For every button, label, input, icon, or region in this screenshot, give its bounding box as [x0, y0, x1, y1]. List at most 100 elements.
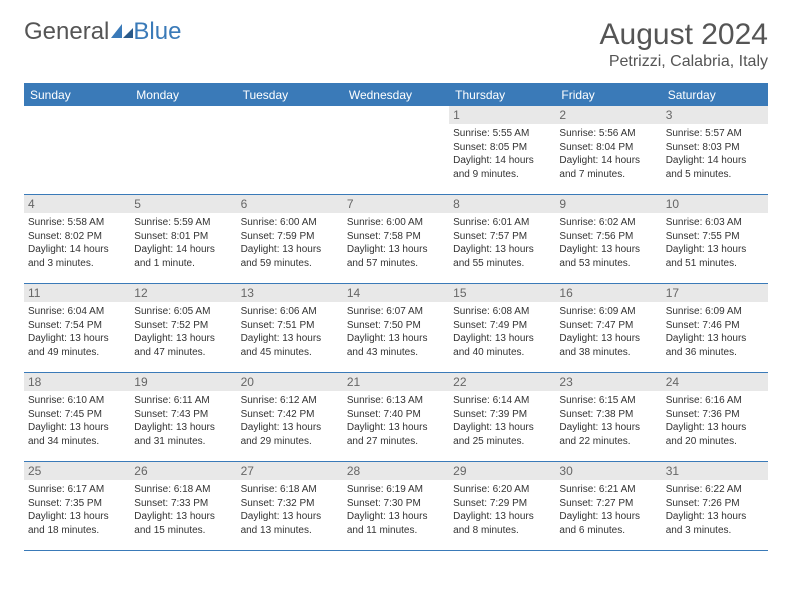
day-cell: 3 Sunrise: 5:57 AMSunset: 8:03 PMDaylight…: [662, 106, 768, 194]
day-details: Sunrise: 5:58 AMSunset: 8:02 PMDaylight:…: [28, 216, 126, 270]
day-number: 1: [449, 106, 555, 124]
day-cell: 30Sunrise: 6:21 AMSunset: 7:27 PMDayligh…: [555, 462, 661, 550]
title-block: August 2024 Petrizzi, Calabria, Italy: [600, 18, 768, 71]
day-cell: 19Sunrise: 6:11 AMSunset: 7:43 PMDayligh…: [130, 373, 236, 461]
day-details: Sunrise: 6:22 AMSunset: 7:26 PMDaylight:…: [666, 483, 764, 537]
day-details: Sunrise: 6:20 AMSunset: 7:29 PMDaylight:…: [453, 483, 551, 537]
day-cell: 31 Sunrise: 6:22 AMSunset: 7:26 PMDayligh…: [662, 462, 768, 550]
week-row: 25 Sunrise: 6:17 AMSunset: 7:35 PMDayligh…: [24, 462, 768, 551]
day-number: 16: [555, 284, 661, 302]
day-number: 31: [662, 462, 768, 480]
day-number: 15: [449, 284, 555, 302]
day-cell: 21 Sunrise: 6:13 AMSunset: 7:40 PMDayligh…: [343, 373, 449, 461]
day-number: 4: [24, 195, 130, 213]
calendar-grid: SundayMondayTuesdayWednesdayThursdayFrid…: [24, 83, 768, 551]
day-details: Sunrise: 6:04 AMSunset: 7:54 PMDaylight:…: [28, 305, 126, 359]
day-cell: 12 Sunrise: 6:05 AMSunset: 7:52 PMDayligh…: [130, 284, 236, 372]
day-cell: 29 Sunrise: 6:20 AMSunset: 7:29 PMDayligh…: [449, 462, 555, 550]
day-cell: 9 Sunrise: 6:02 AMSunset: 7:56 PMDaylight…: [555, 195, 661, 283]
day-cell: 5 Sunrise: 5:59 AMSunset: 8:01 PMDaylight…: [130, 195, 236, 283]
day-cell: [24, 106, 130, 194]
day-cell: 8Sunrise: 6:01 AMSunset: 7:57 PMDaylight…: [449, 195, 555, 283]
day-cell: 26Sunrise: 6:18 AMSunset: 7:33 PMDayligh…: [130, 462, 236, 550]
day-cell: 14Sunrise: 6:07 AMSunset: 7:50 PMDayligh…: [343, 284, 449, 372]
brand-text-general: General: [24, 18, 109, 46]
day-details: Sunrise: 6:09 AMSunset: 7:46 PMDaylight:…: [666, 305, 764, 359]
day-number: [237, 106, 343, 124]
day-number: 9: [555, 195, 661, 213]
day-number: 3: [662, 106, 768, 124]
day-cell: 18Sunrise: 6:10 AMSunset: 7:45 PMDayligh…: [24, 373, 130, 461]
day-cell: [343, 106, 449, 194]
day-number: 6: [237, 195, 343, 213]
day-cell: 2Sunrise: 5:56 AMSunset: 8:04 PMDaylight…: [555, 106, 661, 194]
day-number: 2: [555, 106, 661, 124]
page-header: General Blue August 2024 Petrizzi, Calab…: [0, 0, 792, 79]
day-number: 27: [237, 462, 343, 480]
day-details: Sunrise: 6:00 AMSunset: 7:59 PMDaylight:…: [241, 216, 339, 270]
day-number: 28: [343, 462, 449, 480]
day-cell: 13 Sunrise: 6:06 AMSunset: 7:51 PMDayligh…: [237, 284, 343, 372]
day-number: 17: [662, 284, 768, 302]
day-number: 7: [343, 195, 449, 213]
day-cell: 10Sunrise: 6:03 AMSunset: 7:55 PMDayligh…: [662, 195, 768, 283]
day-details: Sunrise: 5:59 AMSunset: 8:01 PMDaylight:…: [134, 216, 232, 270]
brand-text-blue: Blue: [133, 18, 181, 46]
day-number: [24, 106, 130, 124]
day-details: Sunrise: 6:12 AMSunset: 7:42 PMDaylight:…: [241, 394, 339, 448]
week-row: 11Sunrise: 6:04 AMSunset: 7:54 PMDayligh…: [24, 284, 768, 373]
day-number: 12: [130, 284, 236, 302]
day-cell: 7Sunrise: 6:00 AMSunset: 7:58 PMDaylight…: [343, 195, 449, 283]
day-header-monday: Monday: [130, 84, 236, 106]
week-row: 4 Sunrise: 5:58 AMSunset: 8:02 PMDaylight…: [24, 195, 768, 284]
day-details: Sunrise: 6:17 AMSunset: 7:35 PMDaylight:…: [28, 483, 126, 537]
day-details: Sunrise: 6:10 AMSunset: 7:45 PMDaylight:…: [28, 394, 126, 448]
day-details: Sunrise: 6:14 AMSunset: 7:39 PMDaylight:…: [453, 394, 551, 448]
week-row: 18Sunrise: 6:10 AMSunset: 7:45 PMDayligh…: [24, 373, 768, 462]
day-cell: 25 Sunrise: 6:17 AMSunset: 7:35 PMDayligh…: [24, 462, 130, 550]
day-number: 19: [130, 373, 236, 391]
day-cell: 23Sunrise: 6:15 AMSunset: 7:38 PMDayligh…: [555, 373, 661, 461]
week-row: 1Sunrise: 5:55 AMSunset: 8:05 PMDaylight…: [24, 106, 768, 195]
day-details: Sunrise: 6:19 AMSunset: 7:30 PMDaylight:…: [347, 483, 445, 537]
day-number: 8: [449, 195, 555, 213]
day-details: Sunrise: 6:13 AMSunset: 7:40 PMDaylight:…: [347, 394, 445, 448]
day-header-thursday: Thursday: [449, 84, 555, 106]
day-header-tuesday: Tuesday: [237, 84, 343, 106]
day-cell: [237, 106, 343, 194]
day-details: Sunrise: 6:02 AMSunset: 7:56 PMDaylight:…: [559, 216, 657, 270]
day-number: 5: [130, 195, 236, 213]
day-cell: 20 Sunrise: 6:12 AMSunset: 7:42 PMDayligh…: [237, 373, 343, 461]
day-number: [343, 106, 449, 124]
day-cell: 11Sunrise: 6:04 AMSunset: 7:54 PMDayligh…: [24, 284, 130, 372]
day-cell: 17 Sunrise: 6:09 AMSunset: 7:46 PMDayligh…: [662, 284, 768, 372]
day-details: Sunrise: 6:06 AMSunset: 7:51 PMDaylight:…: [241, 305, 339, 359]
day-details: Sunrise: 6:21 AMSunset: 7:27 PMDaylight:…: [559, 483, 657, 537]
month-title: August 2024: [600, 18, 768, 51]
day-cell: 22 Sunrise: 6:14 AMSunset: 7:39 PMDayligh…: [449, 373, 555, 461]
day-number: 20: [237, 373, 343, 391]
day-header-sunday: Sunday: [24, 84, 130, 106]
day-details: Sunrise: 6:08 AMSunset: 7:49 PMDaylight:…: [453, 305, 551, 359]
day-header-wednesday: Wednesday: [343, 84, 449, 106]
day-cell: 4 Sunrise: 5:58 AMSunset: 8:02 PMDaylight…: [24, 195, 130, 283]
day-details: Sunrise: 6:09 AMSunset: 7:47 PMDaylight:…: [559, 305, 657, 359]
brand-logo: General Blue: [24, 18, 181, 46]
day-details: Sunrise: 6:03 AMSunset: 7:55 PMDaylight:…: [666, 216, 764, 270]
day-details: Sunrise: 6:18 AMSunset: 7:32 PMDaylight:…: [241, 483, 339, 537]
day-number: 25: [24, 462, 130, 480]
day-number: 22: [449, 373, 555, 391]
day-number: 23: [555, 373, 661, 391]
day-cell: 28 Sunrise: 6:19 AMSunset: 7:30 PMDayligh…: [343, 462, 449, 550]
day-number: 13: [237, 284, 343, 302]
day-cell: 1Sunrise: 5:55 AMSunset: 8:05 PMDaylight…: [449, 106, 555, 194]
day-details: Sunrise: 6:05 AMSunset: 7:52 PMDaylight:…: [134, 305, 232, 359]
day-number: 14: [343, 284, 449, 302]
day-header-friday: Friday: [555, 84, 661, 106]
day-number: 21: [343, 373, 449, 391]
day-cell: 27 Sunrise: 6:18 AMSunset: 7:32 PMDayligh…: [237, 462, 343, 550]
day-number: 29: [449, 462, 555, 480]
day-number: 24: [662, 373, 768, 391]
day-details: Sunrise: 5:57 AMSunset: 8:03 PMDaylight:…: [666, 127, 764, 181]
day-header-saturday: Saturday: [662, 84, 768, 106]
